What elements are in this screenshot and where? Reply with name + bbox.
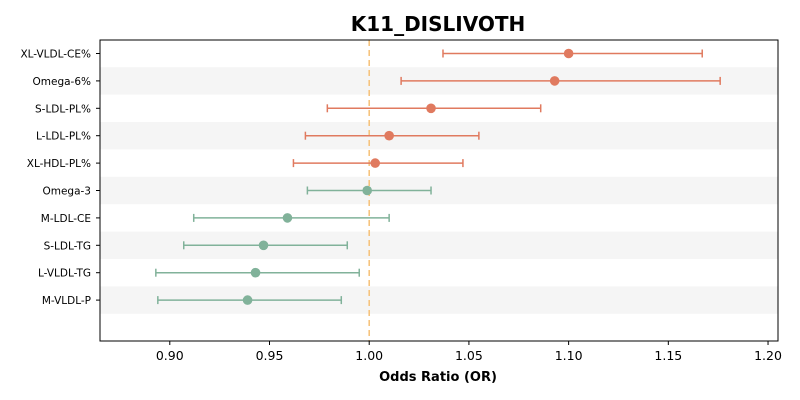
y-tick-label: XL-VLDL-CE% bbox=[20, 49, 91, 61]
or-point bbox=[384, 130, 394, 141]
x-tick-label: 1.20 bbox=[754, 348, 782, 363]
or-point bbox=[426, 103, 436, 114]
or-point bbox=[250, 267, 261, 278]
y-tick-label: M-LDL-CE bbox=[41, 213, 91, 225]
y-axis: XL-VLDL-CE% Omega-6% S-LDL-PL% L-LDL-PL% XL-… bbox=[20, 49, 100, 307]
y-tick-label: M-VLDL-P bbox=[42, 295, 91, 307]
or-point bbox=[549, 76, 560, 86]
x-tick-label: 1.05 bbox=[455, 348, 483, 363]
x-tick-label: 1.10 bbox=[555, 348, 583, 363]
row-band bbox=[100, 176, 778, 205]
x-tick-label: 0.95 bbox=[256, 348, 284, 363]
x-tick-label: 1.00 bbox=[355, 348, 383, 363]
y-tick-label: XL-HDL-PL% bbox=[27, 158, 91, 170]
y-tick-label: L-VLDL-TG bbox=[38, 268, 91, 280]
or-point bbox=[370, 158, 380, 168]
chart-title: K11_DISLIVOTH bbox=[351, 12, 525, 36]
x-tick-label: 0.90 bbox=[156, 348, 184, 363]
or-point bbox=[282, 213, 293, 223]
x-axis: 0.90 0.95 1.00 1.05 1.10 1.15 1.20 bbox=[156, 341, 782, 363]
y-tick-label: S-LDL-TG bbox=[44, 240, 91, 252]
plot-marks bbox=[155, 48, 721, 305]
row-bands bbox=[100, 67, 778, 314]
y-tick-label: L-LDL-PL% bbox=[36, 131, 91, 143]
or-point bbox=[242, 295, 253, 305]
y-tick-label: Omega-6% bbox=[33, 76, 92, 88]
or-point bbox=[258, 240, 269, 251]
y-tick-label: S-LDL-PL% bbox=[35, 103, 91, 115]
y-tick-label: Omega-3 bbox=[42, 186, 91, 198]
x-tick-label: 1.15 bbox=[654, 348, 682, 363]
or-point bbox=[362, 185, 373, 196]
or-point bbox=[563, 48, 574, 59]
x-axis-label: Odds Ratio (OR) bbox=[379, 370, 497, 385]
